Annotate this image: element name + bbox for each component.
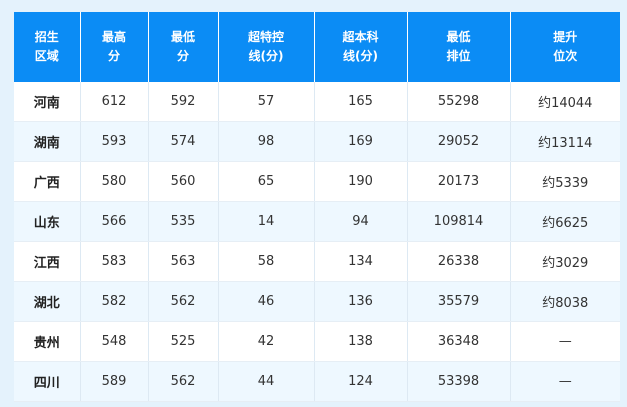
data-cell: 592 <box>148 82 219 122</box>
data-cell: 583 <box>80 241 149 282</box>
data-cell: 563 <box>148 241 219 282</box>
region-cell: 河南 <box>14 82 81 122</box>
data-cell: 35579 <box>407 281 511 322</box>
data-cell: 165 <box>314 82 408 122</box>
data-cell: 138 <box>314 321 408 362</box>
data-cell: 53398 <box>407 361 511 402</box>
data-cell: 134 <box>314 241 408 282</box>
header-cell: 最高 分 <box>79 12 149 82</box>
data-cell: 535 <box>148 201 219 242</box>
table-row: 广西 580 560 65 190 20173 约5339 <box>14 161 620 202</box>
data-cell: 560 <box>148 161 219 202</box>
data-cell: 548 <box>80 321 149 362</box>
table-row: 江西 583 563 58 134 26338 约3029 <box>14 241 620 282</box>
data-cell: 169 <box>314 121 408 162</box>
data-cell: 65 <box>218 161 315 202</box>
data-cell: 约3029 <box>510 241 620 282</box>
data-cell: 94 <box>314 201 408 242</box>
table-body: 河南 612 592 57 165 55298 约14044 湖南 593 574 98 169 290… <box>14 82 620 402</box>
region-cell: 山东 <box>14 201 81 242</box>
data-cell: 约14044 <box>510 82 620 122</box>
region-cell: 四川 <box>14 361 81 402</box>
data-cell: 29052 <box>407 121 511 162</box>
data-cell: 574 <box>148 121 219 162</box>
data-cell: 36348 <box>407 321 511 362</box>
region-cell: 广西 <box>14 161 81 202</box>
region-cell: 湖南 <box>14 121 81 162</box>
data-cell: — <box>510 321 620 362</box>
data-cell: — <box>510 361 620 402</box>
data-cell: 约8038 <box>510 281 620 322</box>
data-cell: 55298 <box>407 82 511 122</box>
header-cell: 最低 排位 <box>406 12 511 82</box>
data-cell: 566 <box>80 201 149 242</box>
data-cell: 58 <box>218 241 315 282</box>
header-cell: 超本科 线(分) <box>313 12 408 82</box>
data-cell: 约13114 <box>510 121 620 162</box>
data-cell: 580 <box>80 161 149 202</box>
data-cell: 562 <box>148 281 219 322</box>
data-cell: 562 <box>148 361 219 402</box>
region-cell: 贵州 <box>14 321 81 362</box>
header-cell: 招生 区域 <box>14 12 81 82</box>
data-cell: 98 <box>218 121 315 162</box>
table-row: 山东 566 535 14 94 109814 约6625 <box>14 201 620 242</box>
data-cell: 约6625 <box>510 201 620 242</box>
data-cell: 190 <box>314 161 408 202</box>
data-cell: 525 <box>148 321 219 362</box>
data-cell: 44 <box>218 361 315 402</box>
header-cell: 最低 分 <box>147 12 219 82</box>
data-cell: 124 <box>314 361 408 402</box>
data-cell: 14 <box>218 201 315 242</box>
header-row: 招生 区域 最高 分最低 分超特控 线(分) 超本科 线(分) 最低 排位 提升 位次 <box>14 12 620 82</box>
header-cell: 超特控 线(分) <box>217 12 315 82</box>
data-cell: 约5339 <box>510 161 620 202</box>
data-cell: 42 <box>218 321 315 362</box>
header-cell: 提升 位次 <box>509 12 620 82</box>
region-cell: 江西 <box>14 241 81 282</box>
data-cell: 20173 <box>407 161 511 202</box>
data-cell: 593 <box>80 121 149 162</box>
data-cell: 589 <box>80 361 149 402</box>
score-table: 招生 区域 最高 分最低 分超特控 线(分) 超本科 线(分) 最低 排位 提升 位次 … <box>14 12 620 402</box>
table-container: 招生 区域 最高 分最低 分超特控 线(分) 超本科 线(分) 最低 排位 提升 位次 … <box>14 12 620 402</box>
table-header: 招生 区域 最高 分最低 分超特控 线(分) 超本科 线(分) 最低 排位 提升 位次 <box>14 12 620 82</box>
region-cell: 湖北 <box>14 281 81 322</box>
data-cell: 26338 <box>407 241 511 282</box>
data-cell: 46 <box>218 281 315 322</box>
data-cell: 582 <box>80 281 149 322</box>
table-row: 湖南 593 574 98 169 29052 约13114 <box>14 121 620 162</box>
data-cell: 57 <box>218 82 315 122</box>
table-row: 湖北 582 562 46 136 35579 约8038 <box>14 281 620 322</box>
table-row: 河南 612 592 57 165 55298 约14044 <box>14 82 620 122</box>
table-row: 四川 589 562 44 124 53398— <box>14 361 620 402</box>
table-row: 贵州 548 525 42 138 36348— <box>14 321 620 362</box>
data-cell: 612 <box>80 82 149 122</box>
data-cell: 136 <box>314 281 408 322</box>
data-cell: 109814 <box>407 201 511 242</box>
